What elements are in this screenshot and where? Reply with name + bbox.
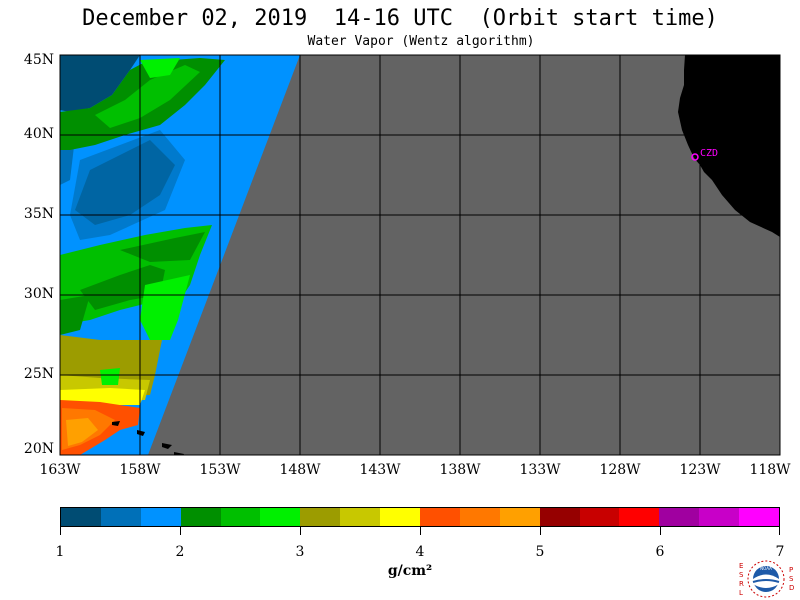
land: [112, 55, 780, 455]
colorbar-swatch-6: [300, 508, 341, 526]
svg-text:E: E: [739, 562, 743, 570]
noaa-esrl-psd-logo: E S R L P S D NOAA: [739, 560, 794, 598]
colorbar-swatch-5: [260, 508, 301, 526]
svg-text:R: R: [739, 580, 744, 588]
lat-label-30n: 30N: [23, 286, 54, 302]
colorbar-swatch-3: [180, 508, 221, 526]
svg-text:P: P: [789, 566, 793, 574]
map-subtitle: Water Vapor (Wentz algorithm): [307, 34, 535, 49]
lon-label-158w: 158W: [119, 462, 161, 478]
lon-label-123w: 123W: [679, 462, 721, 478]
colorbar-swatch-7: [340, 508, 381, 526]
colorbar-units: g/cm²: [387, 563, 433, 579]
colorbar-swatch-14: [619, 508, 660, 526]
colorbar-swatch-15: [659, 508, 700, 526]
colorbar-label-5: 5: [535, 544, 545, 560]
map-title: December 02, 2019 14-16 UTC (Orbit start…: [82, 6, 718, 31]
colorbar-swatch-11: [499, 508, 540, 526]
lon-label-118w: 118W: [749, 462, 791, 478]
svg-text:S: S: [789, 575, 794, 583]
station-marker-icon: [691, 153, 699, 161]
colorbar-swatch-17: [739, 508, 780, 526]
svg-text:L: L: [739, 589, 743, 597]
colorbar-swatch-0: [61, 508, 101, 526]
colorbar-label-4: 4: [415, 544, 425, 560]
station-label: CZD: [700, 148, 718, 159]
colorbar-swatch-12: [539, 508, 580, 526]
colorbar-swatch-1: [100, 508, 141, 526]
colorbar-swatch-10: [459, 508, 500, 526]
colorbar: [60, 507, 780, 527]
satellite-swath: [60, 55, 300, 455]
map-plot-area: [60, 55, 780, 455]
lon-label-148w: 148W: [279, 462, 321, 478]
colorbar-label-3: 3: [295, 544, 305, 560]
colorbar-swatch-13: [579, 508, 620, 526]
svg-text:D: D: [789, 584, 794, 592]
colorbar-swatch-16: [699, 508, 740, 526]
colorbar-label-2: 2: [175, 544, 185, 560]
svg-text:S: S: [739, 571, 744, 579]
lon-label-143w: 143W: [359, 462, 401, 478]
lon-label-138w: 138W: [439, 462, 481, 478]
colorbar-label-7: 7: [775, 544, 785, 560]
lat-label-25n: 25N: [23, 366, 54, 382]
lat-label-40n: 40N: [23, 126, 54, 142]
lon-label-133w: 133W: [519, 462, 561, 478]
lat-label-45n: 45N: [23, 52, 54, 68]
lon-label-153w: 153W: [199, 462, 241, 478]
lat-label-35n: 35N: [23, 206, 54, 222]
colorbar-label-1: 1: [55, 544, 65, 560]
colorbar-swatch-8: [380, 508, 421, 526]
colorbar-swatch-2: [140, 508, 181, 526]
colorbar-swatch-9: [420, 508, 460, 526]
svg-text:NOAA: NOAA: [760, 566, 772, 571]
colorbar-swatch-4: [220, 508, 261, 526]
colorbar-label-6: 6: [655, 544, 665, 560]
lon-label-128w: 128W: [599, 462, 641, 478]
lat-label-20n: 20N: [23, 441, 54, 457]
lon-label-163w: 163W: [39, 462, 81, 478]
graticule: [60, 55, 780, 455]
